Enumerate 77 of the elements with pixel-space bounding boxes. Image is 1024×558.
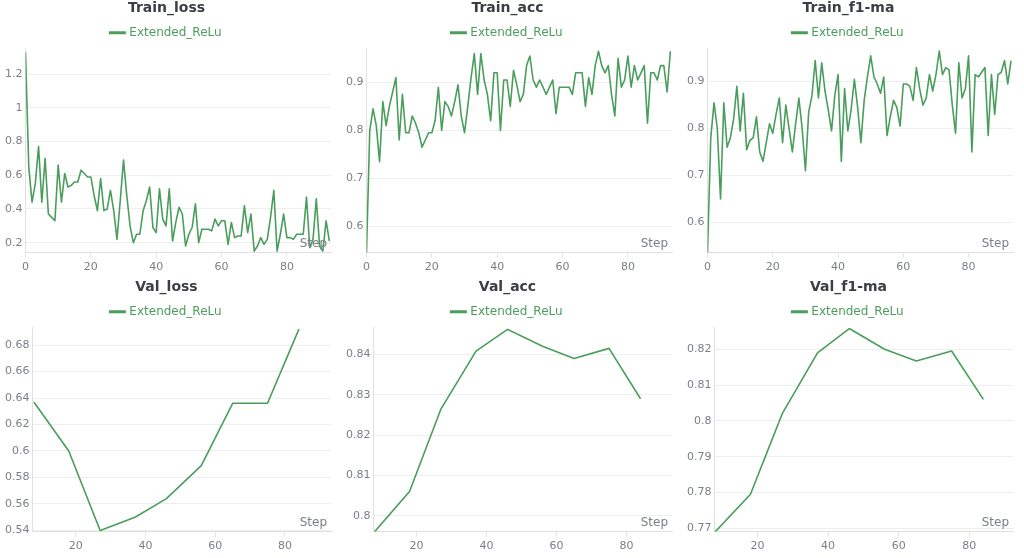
y-tick-label: 1 [15,100,23,114]
legend-label: Extended_ReLu [470,24,563,39]
y-tick-label: 0.6 [11,443,30,457]
y-tick-label: 0.56 [4,496,30,510]
y-tick-label: 0.54 [4,523,30,537]
y-tick-label: 0.78 [686,485,712,499]
legend-label: Extended_ReLu [811,24,904,39]
chart-title: Val_f1-ma [810,278,887,296]
y-tick-label: 0.6 [4,168,23,182]
y-tick-label: 0.8 [345,123,364,137]
x-tick-label: 20 [409,539,424,553]
y-tick-label: 0.81 [686,377,712,391]
x-tick-label: 60 [214,260,229,274]
x-tick-label: 0 [21,260,29,274]
x-axis-title: Step [640,235,668,250]
x-axis-title: Step [981,235,1009,250]
y-tick-label: 0.8 [693,413,712,427]
x-tick-label: 60 [549,539,564,553]
x-tick-label: 60 [555,260,570,274]
legend-label: Extended_ReLu [811,303,904,318]
y-tick-label: 0.82 [345,427,371,441]
y-tick-label: 0.64 [4,390,30,404]
legend-label: Extended_ReLu [129,303,222,318]
x-axis-title: Step [981,514,1009,529]
y-tick-label: 0.8 [686,121,705,135]
legend-label: Extended_ReLu [470,303,563,318]
y-tick-label: 0.7 [345,171,364,185]
x-tick-label: 20 [765,260,780,274]
x-tick-label: 0 [362,260,370,274]
x-tick-label: 20 [424,260,439,274]
y-tick-label: 0.62 [4,417,30,431]
chart-title: Val_loss [135,278,198,296]
chart-title: Train_f1-ma [802,0,895,17]
y-tick-label: 0.84 [345,347,371,361]
x-tick-label: 0 [703,260,711,274]
y-tick-label: 0.66 [4,364,30,378]
y-tick-label: 0.9 [345,75,364,89]
x-axis-title: Step [640,514,668,529]
y-tick-label: 0.6 [686,215,705,229]
x-tick-label: 80 [961,260,976,274]
x-tick-label: 20 [750,539,765,553]
y-tick-label: 0.6 [345,219,364,233]
x-tick-label: 80 [962,539,977,553]
y-tick-label: 0.82 [686,342,712,356]
y-tick-label: 0.8 [4,134,23,148]
x-tick-label: 80 [619,539,634,553]
y-tick-label: 0.7 [686,168,705,182]
x-axis-title: Step [299,514,327,529]
x-tick-label: 40 [138,539,153,553]
x-tick-label: 40 [831,260,846,274]
x-tick-label: 60 [208,539,223,553]
x-tick-label: 80 [279,260,294,274]
y-tick-label: 0.2 [4,235,23,249]
chart-title: Val_acc [478,278,537,296]
y-tick-label: 0.58 [4,470,30,484]
y-tick-label: 0.79 [686,449,712,463]
y-tick-label: 0.77 [686,521,712,535]
y-tick-label: 0.4 [4,201,23,215]
x-tick-label: 20 [83,260,98,274]
x-tick-label: 40 [490,260,505,274]
x-tick-label: 80 [620,260,635,274]
chart-title: Train_loss [127,0,206,17]
y-tick-label: 0.9 [686,74,705,88]
y-tick-label: 0.81 [345,468,371,482]
x-tick-label: 80 [277,539,292,553]
chart-title: Train_acc [471,0,544,17]
y-tick-label: 0.68 [4,337,30,351]
y-tick-label: 0.83 [345,387,371,401]
x-tick-label: 20 [68,539,83,553]
y-tick-label: 1.2 [4,66,23,80]
legend-label: Extended_ReLu [129,24,222,39]
x-tick-label: 40 [149,260,164,274]
x-tick-label: 60 [896,260,911,274]
x-tick-label: 60 [891,539,906,553]
y-tick-label: 0.8 [352,508,371,522]
x-tick-label: 40 [479,539,494,553]
x-tick-label: 40 [821,539,836,553]
